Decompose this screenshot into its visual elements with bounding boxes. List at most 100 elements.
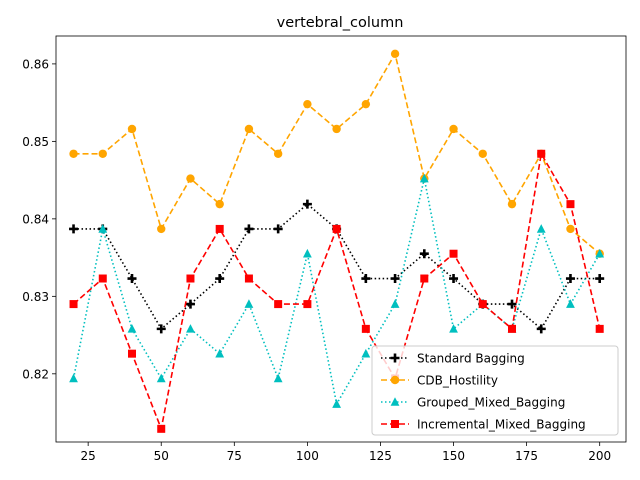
data-point: [98, 274, 107, 283]
data-point: [244, 124, 254, 134]
data-point: [69, 149, 78, 158]
x-tick-label: 25: [81, 449, 96, 463]
data-point: [244, 299, 254, 308]
data-point: [303, 99, 312, 109]
data-point: [69, 224, 79, 234]
x-tick-label: 125: [369, 449, 392, 463]
data-point: [215, 224, 224, 233]
legend-label: Grouped_Mixed_Bagging: [417, 396, 565, 410]
data-point: [127, 324, 137, 333]
data-point: [361, 274, 371, 284]
data-point: [128, 349, 136, 358]
data-point: [273, 373, 283, 383]
data-point: [127, 274, 137, 284]
data-point: [274, 300, 283, 309]
data-point: [478, 149, 487, 158]
data-point: [303, 300, 312, 309]
data-point: [419, 173, 429, 183]
y-tick-label: 0.86: [22, 57, 49, 71]
data-point: [390, 274, 400, 284]
data-point: [537, 149, 546, 158]
data-point: [215, 199, 224, 209]
data-point: [507, 199, 517, 209]
y-tick-label: 0.84: [22, 212, 49, 226]
legend-entry: Incremental_Mixed_Bagging: [381, 418, 586, 432]
data-point: [361, 348, 371, 358]
data-point: [273, 224, 283, 234]
data-point: [186, 174, 195, 183]
data-point: [390, 49, 400, 59]
series-layer: [69, 49, 605, 433]
data-point: [69, 373, 78, 383]
legend-label: Standard Bagging: [417, 352, 525, 366]
data-point: [98, 224, 108, 233]
data-point: [273, 149, 283, 158]
data-point: [449, 274, 459, 284]
legend-entry: Standard Bagging: [381, 352, 525, 366]
data-point: [565, 274, 575, 284]
x-tick-label: 200: [588, 449, 611, 463]
data-point: [244, 224, 254, 234]
data-point: [419, 249, 429, 259]
legend-label: CDB_Hostility: [417, 374, 498, 388]
data-point: [449, 124, 458, 134]
x-tick-label: 75: [227, 449, 242, 463]
data-point: [186, 324, 195, 333]
data-point: [215, 348, 225, 358]
data-point: [186, 274, 195, 283]
data-point: [595, 324, 604, 333]
ticks-layer: 25 50 75 100 125 150 175 200 0.82 0.83 0.84 0.85 0.8…: [22, 57, 611, 463]
data-point: [361, 324, 370, 333]
plot-frame: [55, 35, 627, 443]
data-point: [536, 324, 546, 334]
data-point: [302, 248, 312, 258]
data-point: [595, 274, 605, 284]
y-tick-label: 0.82: [22, 367, 49, 381]
data-point: [127, 124, 137, 134]
data-point: [157, 224, 166, 234]
data-point: [536, 224, 546, 233]
data-point: [156, 373, 166, 383]
data-point: [478, 300, 487, 309]
legend-marker: [390, 353, 400, 363]
data-point: [566, 299, 575, 308]
legend-marker: [391, 420, 399, 428]
data-point: [508, 324, 516, 333]
data-point: [449, 249, 458, 258]
legend-entries: Standard Bagging CDB_Hostility Grouped_Mix…: [381, 352, 586, 432]
x-tick-label: 100: [296, 449, 319, 463]
y-tick-label: 0.83: [22, 290, 49, 304]
data-point: [507, 299, 517, 309]
data-point: [361, 99, 371, 109]
legend-entry: Grouped_Mixed_Bagging: [381, 396, 565, 410]
x-tick-label: 150: [442, 449, 465, 463]
data-point: [595, 248, 605, 258]
legend-marker: [390, 375, 400, 385]
data-point: [156, 324, 166, 334]
legend-marker: [390, 397, 400, 406]
data-point: [566, 200, 575, 209]
legend: Standard Bagging CDB_Hostility Grouped_Mix…: [371, 345, 619, 436]
data-point: [98, 149, 107, 158]
data-point: [157, 424, 166, 433]
data-point: [215, 274, 225, 284]
data-point: [332, 224, 341, 233]
legend-box: [371, 345, 619, 436]
chart-title: vertebral_column: [277, 15, 404, 31]
data-point: [244, 274, 253, 283]
data-point: [390, 299, 400, 308]
data-point: [69, 300, 78, 309]
data-point: [566, 224, 575, 234]
x-tick-label: 175: [515, 449, 538, 463]
data-point: [332, 399, 342, 408]
data-point: [302, 199, 312, 209]
data-point: [449, 324, 458, 333]
data-point: [420, 274, 429, 283]
x-tick-label: 50: [154, 449, 169, 463]
data-point: [332, 124, 341, 134]
data-point: [185, 299, 195, 309]
legend-entry: CDB_Hostility: [381, 374, 498, 388]
y-tick-label: 0.85: [22, 135, 49, 149]
legend-label: Incremental_Mixed_Bagging: [417, 418, 586, 432]
